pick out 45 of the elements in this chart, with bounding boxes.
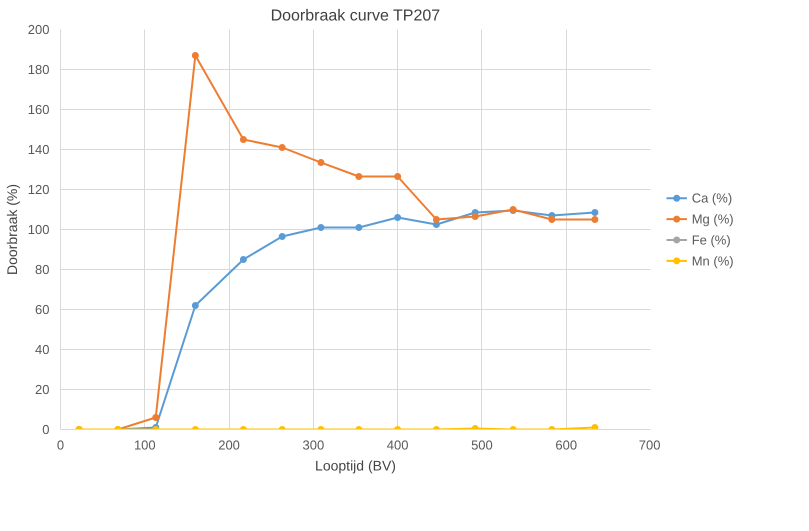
x-tick-label: 300 xyxy=(302,438,324,452)
x-tick-label: 100 xyxy=(134,438,156,452)
x-tick-label: 500 xyxy=(471,438,493,452)
point xyxy=(278,144,286,151)
x-tick-label: 400 xyxy=(386,438,408,452)
x-tick-label: 200 xyxy=(218,438,240,452)
point xyxy=(394,214,402,221)
point xyxy=(192,302,199,309)
point xyxy=(591,209,598,216)
point xyxy=(591,424,598,430)
point xyxy=(278,233,286,240)
chart-title: Doorbraak curve TP207 xyxy=(270,8,440,24)
point xyxy=(152,414,160,421)
point xyxy=(240,256,247,263)
point xyxy=(192,52,199,59)
point xyxy=(394,173,402,180)
y-tick-label: 20 xyxy=(35,382,50,397)
y-tick-label: 140 xyxy=(28,142,50,157)
y-tick-label: 200 xyxy=(28,22,50,37)
y-tick-label: 180 xyxy=(28,62,50,77)
x-tick-label: 700 xyxy=(638,438,661,452)
legend-label: Ca (%) xyxy=(692,190,732,206)
point xyxy=(591,216,598,223)
legend-label: Mn (%) xyxy=(692,253,734,268)
point xyxy=(432,216,440,223)
point xyxy=(548,216,556,223)
x-axis-title: Looptijd (BV) xyxy=(315,458,396,474)
y-tick-label: 100 xyxy=(28,222,50,237)
point xyxy=(355,173,362,180)
point xyxy=(355,224,362,231)
y-tick-label: 40 xyxy=(35,342,50,357)
x-tick-label: 0 xyxy=(56,438,64,452)
legend-label: Fe (%) xyxy=(692,232,731,248)
point xyxy=(317,159,324,166)
y-axis-title: Doorbraak (%) xyxy=(4,184,20,276)
y-tick-label: 60 xyxy=(35,302,50,317)
y-tick-label: 80 xyxy=(35,262,50,277)
legend-label: Mg (%) xyxy=(692,212,734,227)
y-tick-label: 120 xyxy=(28,182,50,197)
point xyxy=(317,224,324,231)
point xyxy=(472,213,479,220)
y-tick-label: 160 xyxy=(28,102,50,117)
y-tick-label: 0 xyxy=(42,422,50,437)
x-tick-label: 600 xyxy=(555,438,578,452)
point xyxy=(240,136,247,143)
